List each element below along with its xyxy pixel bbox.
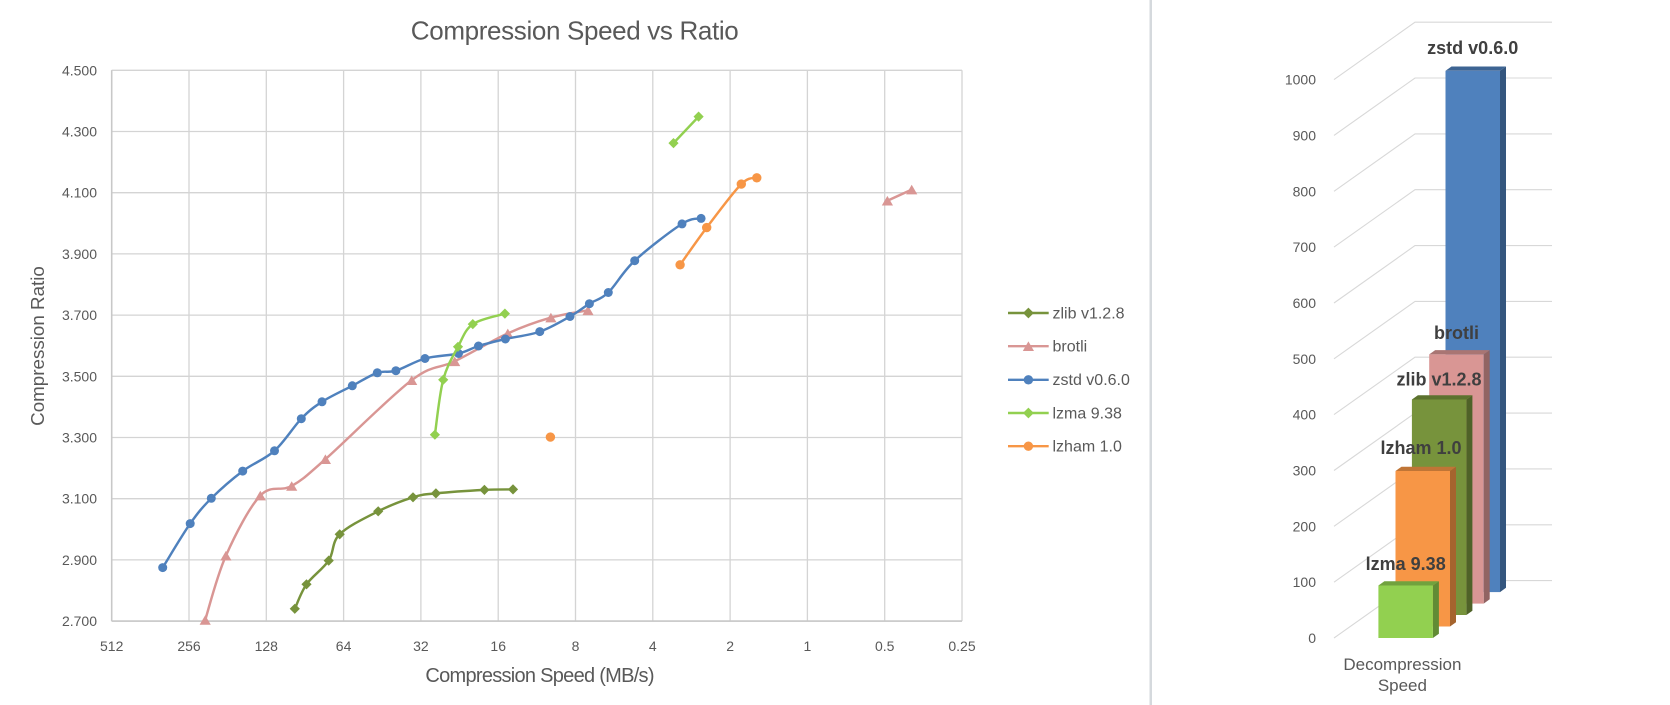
- svg-text:lzham 1.0: lzham 1.0: [1053, 439, 1122, 456]
- svg-text:brotli: brotli: [1053, 339, 1088, 356]
- svg-text:2.700: 2.700: [62, 613, 97, 629]
- svg-text:lzma 9.38: lzma 9.38: [1053, 405, 1122, 422]
- svg-text:3.300: 3.300: [62, 430, 97, 446]
- svg-text:400: 400: [1293, 407, 1317, 423]
- svg-text:0: 0: [1308, 630, 1316, 646]
- svg-text:4.500: 4.500: [62, 62, 97, 78]
- svg-text:brotli: brotli: [1434, 323, 1479, 343]
- svg-text:Decompression: Decompression: [1343, 655, 1461, 674]
- svg-text:100: 100: [1293, 574, 1317, 590]
- svg-text:Compression Speed (MB/s): Compression Speed (MB/s): [425, 665, 653, 687]
- svg-text:600: 600: [1293, 295, 1317, 311]
- svg-text:4.300: 4.300: [62, 124, 97, 140]
- svg-text:Compression Speed vs Ratio: Compression Speed vs Ratio: [411, 16, 739, 46]
- svg-text:500: 500: [1293, 351, 1317, 367]
- svg-text:300: 300: [1293, 463, 1317, 479]
- svg-text:Compression Ratio: Compression Ratio: [27, 266, 48, 426]
- svg-text:0.5: 0.5: [875, 638, 895, 654]
- svg-text:64: 64: [336, 638, 352, 654]
- svg-text:700: 700: [1293, 239, 1317, 255]
- svg-text:lzma 9.38: lzma 9.38: [1366, 554, 1446, 574]
- svg-text:32: 32: [413, 638, 429, 654]
- svg-text:200: 200: [1293, 518, 1317, 534]
- svg-text:900: 900: [1293, 127, 1317, 143]
- svg-text:3.100: 3.100: [62, 491, 97, 507]
- svg-text:16: 16: [490, 638, 506, 654]
- svg-text:4.100: 4.100: [62, 185, 97, 201]
- svg-text:zlib v1.2.8: zlib v1.2.8: [1396, 369, 1481, 389]
- svg-text:3.500: 3.500: [62, 368, 97, 384]
- svg-text:3.700: 3.700: [62, 307, 97, 323]
- svg-text:2.900: 2.900: [62, 552, 97, 568]
- svg-text:0.25: 0.25: [948, 638, 975, 654]
- svg-text:512: 512: [100, 638, 124, 654]
- svg-text:8: 8: [572, 638, 580, 654]
- svg-text:zstd v0.6.0: zstd v0.6.0: [1053, 372, 1130, 389]
- svg-text:1: 1: [804, 638, 812, 654]
- svg-text:zstd v0.6.0: zstd v0.6.0: [1427, 38, 1518, 58]
- svg-text:3.900: 3.900: [62, 246, 97, 262]
- svg-text:2: 2: [726, 638, 734, 654]
- svg-text:Speed: Speed: [1378, 676, 1427, 695]
- svg-text:128: 128: [255, 638, 279, 654]
- svg-text:4: 4: [649, 638, 657, 654]
- svg-text:zlib v1.2.8: zlib v1.2.8: [1053, 305, 1125, 322]
- svg-text:1000: 1000: [1285, 72, 1316, 88]
- svg-text:800: 800: [1293, 183, 1317, 199]
- svg-text:256: 256: [177, 638, 201, 654]
- svg-text:lzham 1.0: lzham 1.0: [1380, 438, 1461, 458]
